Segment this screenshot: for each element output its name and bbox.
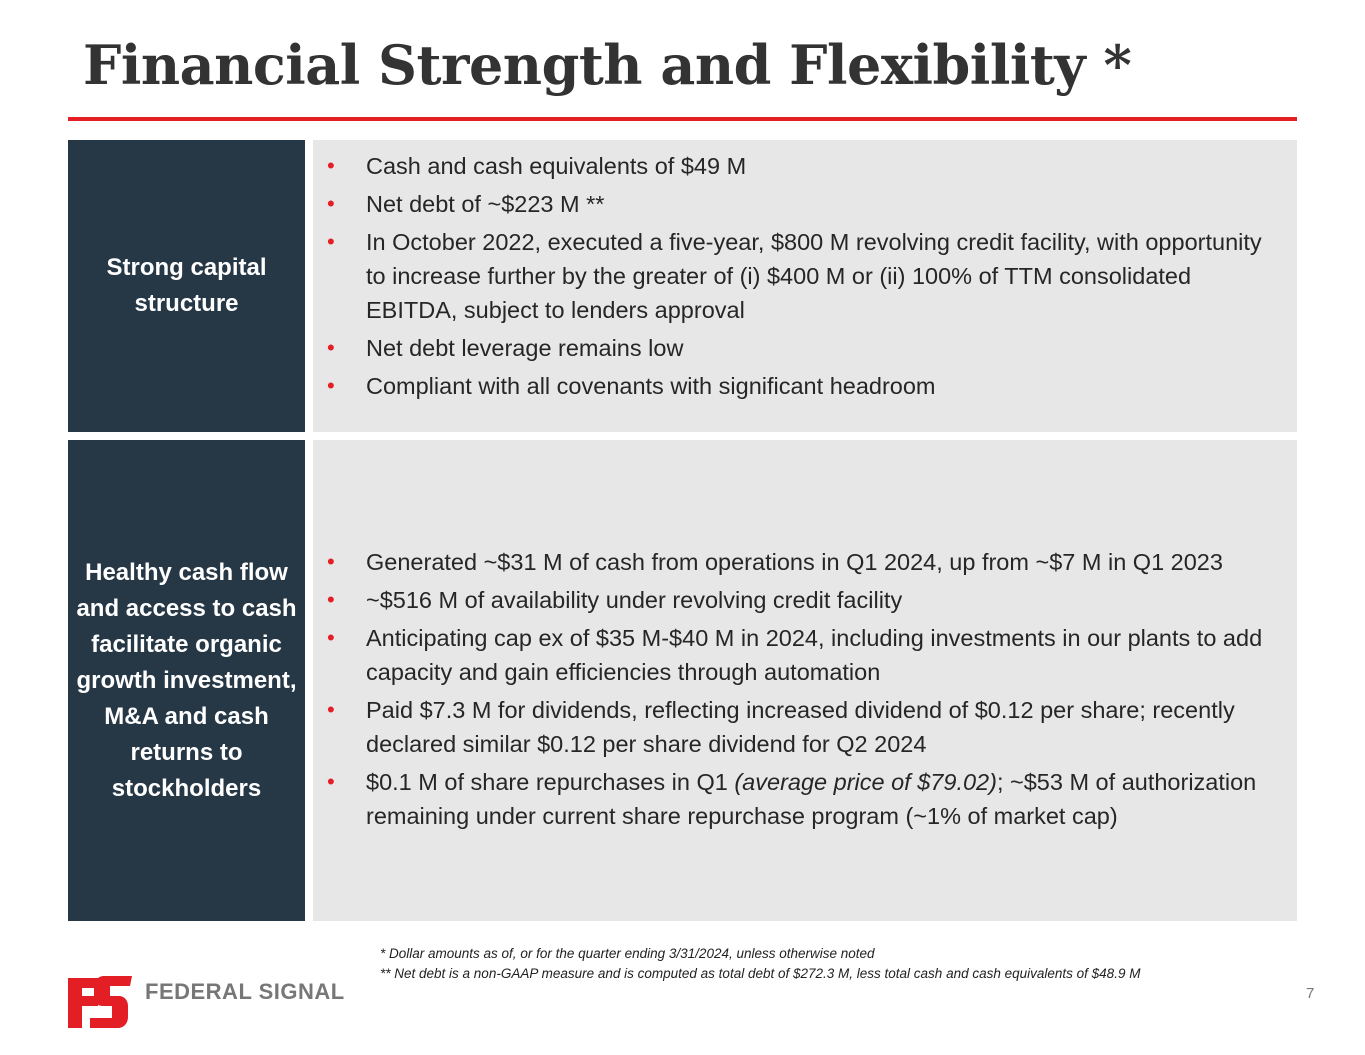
footnote: * Dollar amounts as of, or for the quart… [380, 946, 875, 961]
footnotes: * Dollar amounts as of, or for the quart… [380, 944, 1140, 984]
section-content-cash-flow: • Generated ~$31 M of cash from operation… [313, 440, 1297, 921]
section-content-capital-structure: • Cash and cash equivalents of $49 M • Net… [313, 140, 1297, 432]
bullet-item: • Anticipating cap ex of $35 M-$40 M in 2… [323, 621, 1279, 689]
bullet-item: • Net debt leverage remains low [323, 331, 1279, 365]
bullet-list: • Cash and cash equivalents of $49 M • Net… [323, 149, 1279, 407]
bullet-item: • Generated ~$31 M of cash from operation… [323, 545, 1279, 579]
section-label-cash-flow: Healthy cash flow and access to cash fac… [68, 440, 305, 921]
average-price-note: (average price of $79.02) [734, 768, 997, 795]
federal-signal-fs-logo-icon [68, 976, 132, 1028]
bullet-item: • $0.1 M of share repurchases in Q1 (aver… [323, 765, 1279, 833]
bullet-icon: • [327, 768, 335, 794]
bullet-item: • In October 2022, executed a five-year, … [323, 225, 1279, 327]
section-label-text: Healthy cash flow and access to cash fac… [76, 558, 297, 802]
logo-text: FEDERAL SIGNAL [145, 979, 345, 1004]
bullet-item: • Cash and cash equivalents of $49 M [323, 149, 1279, 183]
bullet-icon: • [327, 191, 335, 216]
section-label-capital-structure: Strong capital structure [68, 140, 305, 432]
bullet-icon: • [327, 624, 335, 650]
section-label-text: Strong capital structure [106, 254, 267, 317]
bullet-icon: • [327, 153, 335, 178]
page-number: 7 [1306, 985, 1315, 1002]
bullet-item: • Net debt of ~$223 M ** [323, 187, 1279, 221]
bullet-icon: • [327, 229, 335, 254]
bullet-item: • ~$516 M of availability under revolving… [323, 583, 1279, 617]
bullet-icon: • [327, 696, 335, 722]
bullet-icon: • [327, 548, 335, 574]
title-divider [68, 117, 1297, 121]
bullet-icon: • [327, 586, 335, 612]
bullet-icon: • [327, 335, 335, 360]
bullet-list: • Generated ~$31 M of cash from operation… [323, 545, 1279, 837]
footnote: ** Net debt is a non-GAAP measure and is… [380, 966, 1141, 981]
slide-title: Financial Strength and Flexibility * [83, 33, 1132, 97]
bullet-icon: • [327, 373, 335, 398]
bullet-item: • Paid $7.3 M for dividends, reflecting i… [323, 693, 1279, 761]
bullet-item: • Compliant with all covenants with signi… [323, 369, 1279, 403]
